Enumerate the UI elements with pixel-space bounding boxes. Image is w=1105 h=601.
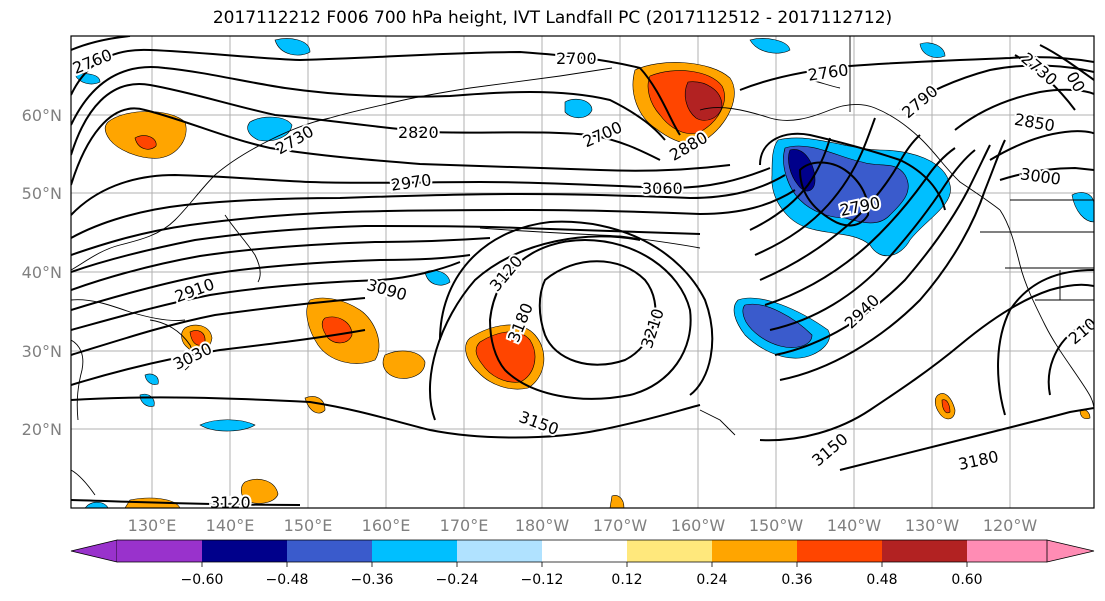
colorbar-tick-label: −0.36 bbox=[351, 572, 394, 588]
lat-label-40n: 40°N bbox=[22, 263, 62, 282]
lon-label: 180°W bbox=[515, 516, 570, 535]
colorbar-extend-low bbox=[70, 539, 118, 563]
latitude-labels: 60°N 50°N 40°N 30°N 20°N bbox=[22, 106, 62, 439]
contour-label: 3120 bbox=[210, 493, 251, 512]
map-frame bbox=[70, 35, 1095, 509]
lat-label-50n: 50°N bbox=[22, 184, 62, 203]
colorbar-bin bbox=[287, 540, 372, 562]
colorbar-bin bbox=[457, 540, 542, 562]
coastlines bbox=[71, 36, 1094, 496]
colorbar-tick-label: 0.36 bbox=[781, 572, 812, 588]
colorbar-tick-label: −0.48 bbox=[266, 572, 309, 588]
contour-label: 2700 bbox=[556, 49, 597, 68]
contour-label: 2820 bbox=[398, 123, 439, 142]
map-title: 2017112212 F006 700 hPa height, IVT Land… bbox=[212, 8, 893, 28]
colorbar-tick-label: 0.12 bbox=[611, 572, 642, 588]
lon-label: 150°W bbox=[749, 516, 804, 535]
colorbar-tick-label: 0.48 bbox=[866, 572, 897, 588]
colorbar-bin bbox=[202, 540, 287, 562]
lon-label: 140°E bbox=[206, 516, 255, 535]
colorbar-bin bbox=[542, 540, 627, 562]
colorbar-bin bbox=[627, 540, 712, 562]
longitude-labels: 130°E 140°E 150°E 160°E 170°E 180°W 170°… bbox=[128, 516, 1038, 535]
colorbar-tick-label: −0.12 bbox=[521, 572, 564, 588]
height-contours bbox=[71, 36, 1094, 506]
lon-label: 130°W bbox=[905, 516, 960, 535]
colorbar-bin bbox=[372, 540, 457, 562]
colorbar-tick-label: −0.24 bbox=[436, 572, 479, 588]
colorbar-tick-label: 0.24 bbox=[696, 572, 727, 588]
colorbar-extend-high bbox=[1046, 539, 1095, 563]
lat-label-20n: 20°N bbox=[22, 420, 62, 439]
colorbar-tick-label: 0.60 bbox=[951, 572, 982, 588]
ivt-filled-contours bbox=[74, 38, 1094, 508]
colorbar-bin bbox=[712, 540, 797, 562]
colorbar-bin bbox=[117, 540, 202, 562]
colorbar-bin bbox=[797, 540, 882, 562]
lon-label: 160°E bbox=[362, 516, 411, 535]
lon-label: 170°W bbox=[593, 516, 648, 535]
lon-label: 130°E bbox=[128, 516, 177, 535]
lon-label: 150°E bbox=[284, 516, 333, 535]
lon-label: 160°W bbox=[671, 516, 726, 535]
colorbar-bin bbox=[882, 540, 967, 562]
colorbar: −0.60 −0.48 −0.36 −0.24 −0.12 0.12 0.24 … bbox=[70, 539, 1095, 588]
colorbar-bin bbox=[967, 540, 1047, 562]
lon-label: 170°E bbox=[440, 516, 489, 535]
lat-label-60n: 60°N bbox=[22, 106, 62, 125]
lon-label: 140°W bbox=[827, 516, 882, 535]
contour-label: 3060 bbox=[642, 179, 683, 198]
lat-label-30n: 30°N bbox=[22, 342, 62, 361]
colorbar-tick-label: −0.60 bbox=[181, 572, 224, 588]
lon-label: 120°W bbox=[983, 516, 1038, 535]
